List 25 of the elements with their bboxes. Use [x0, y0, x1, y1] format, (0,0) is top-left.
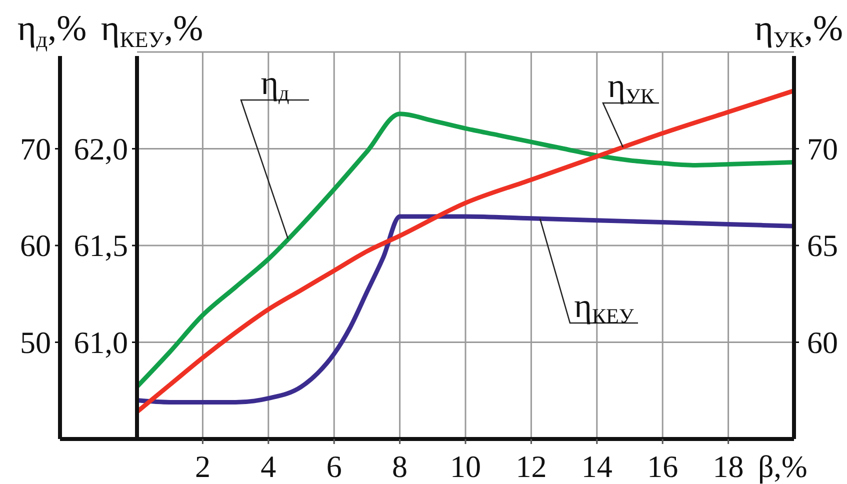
x-tick-label: 2 [194, 449, 210, 484]
x-tick-label: 10 [450, 449, 481, 484]
x-tick-label: 12 [516, 449, 547, 484]
series-label: η$_{УК}$ [608, 68, 656, 108]
y2-tick-label: 60 [807, 324, 838, 360]
x-tick-label: 6 [326, 449, 342, 484]
y3-tick-label: 61,0 [74, 324, 128, 360]
x-tick-label: 8 [392, 449, 408, 484]
y2-tick-label: 70 [807, 131, 838, 166]
x-tick-label: 4 [260, 449, 277, 484]
x-tick-label: 14 [581, 449, 613, 484]
y3-tick-label: 62,0 [74, 131, 128, 166]
series-label: η$_{КЕУ}$ [574, 288, 634, 328]
y2-tick-label: 65 [807, 228, 838, 263]
y-axis-title: η$_{д}$,% [17, 8, 87, 52]
y3-axis-title: η$_{КЕУ}$,% [100, 8, 204, 52]
x-axis-title: β,% [758, 449, 808, 484]
y3-tick-label: 61,5 [74, 228, 128, 263]
y-tick-label: 60 [20, 228, 51, 263]
y2-axis-title: η$_{УК}$,% [754, 8, 843, 52]
x-tick-label: 16 [647, 449, 678, 484]
y-tick-label: 70 [20, 131, 51, 166]
y-tick-label: 50 [20, 324, 51, 360]
text: η$_{д}$ [260, 65, 290, 106]
x-tick-label: 18 [712, 449, 744, 484]
